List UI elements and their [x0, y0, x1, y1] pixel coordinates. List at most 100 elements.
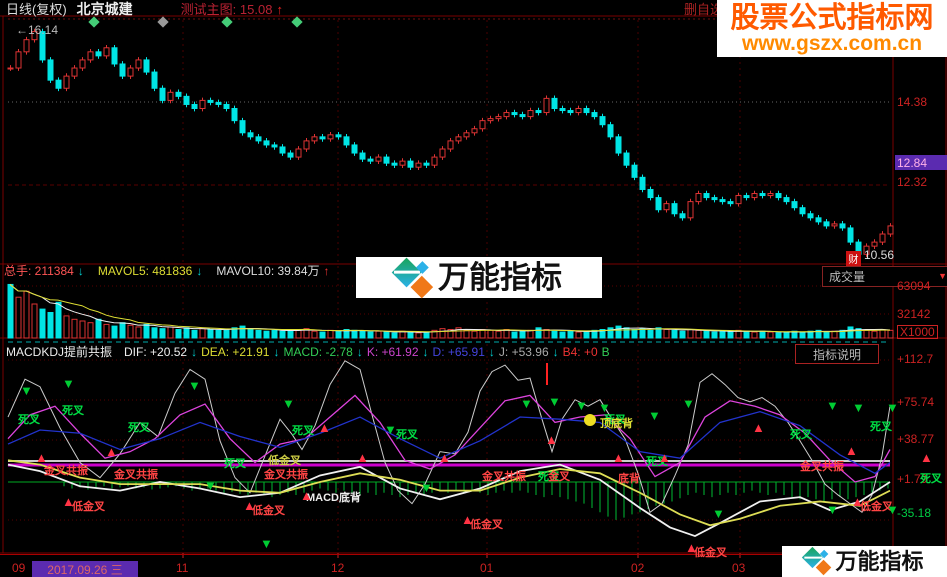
sell-arrow-icon: ▼	[282, 396, 295, 411]
wanneng-logo-icon	[802, 547, 832, 576]
buy-arrow-icon: ▲	[612, 450, 625, 465]
indicator-value-label: MACD: -2.78	[283, 345, 353, 359]
buy-arrow-icon: ▲	[851, 494, 864, 509]
buy-arrow-icon: ▲	[438, 450, 451, 465]
signal-label: 死叉	[62, 405, 84, 417]
period-label: 日线(复权)	[6, 1, 67, 17]
sell-arrow-icon: ▼	[712, 506, 725, 521]
down-arrow-icon: ↓	[552, 345, 559, 359]
signal-label: 死叉	[128, 422, 150, 434]
signal-label: 顶底背	[600, 418, 633, 430]
last-price-annotation: 10.56	[864, 248, 895, 262]
timeline-label: 01	[480, 561, 494, 575]
sell-arrow-icon: ▼	[826, 502, 839, 517]
news-badge[interactable]: 财	[846, 251, 861, 266]
sell-arrow-icon: ▼	[598, 400, 611, 415]
volume-type-label: 成交量	[829, 269, 866, 284]
signal-label: 金叉共振	[482, 471, 526, 483]
indicator-value-label: D: +65.91	[432, 345, 485, 359]
signal-label: 死叉	[292, 425, 314, 437]
signal-label: 金叉共振	[264, 469, 308, 481]
overlay-indicator-label: 测试主图: 15.08	[180, 1, 273, 17]
buy-arrow-icon: ▲	[752, 420, 765, 435]
logo-watermark-center: 万能指标	[356, 257, 602, 298]
sell-arrow-icon: ▼	[548, 394, 561, 409]
sell-arrow-icon: ▼	[62, 376, 75, 391]
signal-label: 底背	[618, 473, 640, 485]
wannneng-logo-icon	[391, 257, 433, 298]
indicator-values: DIF: +20.52 ↓ DEA: +21.91 ↓ MACD: -2.78 ↓ K: +…	[124, 346, 610, 358]
signal-label: 死叉	[646, 456, 668, 468]
axis-label: +112.7	[897, 352, 934, 366]
sell-arrow-icon: ▼	[826, 398, 839, 413]
axis-label: 14.38	[897, 95, 928, 109]
down-arrow-icon: ↓	[356, 345, 363, 359]
signal-label: 死叉	[538, 471, 560, 483]
sell-arrow-icon: ▼	[20, 383, 33, 398]
indicator-value-label: B	[601, 345, 610, 359]
indicator-header: MACDKDJ提前共振 DIF: +20.52 ↓ DEA: +21.91 ↓ MACD…	[6, 346, 610, 358]
indicator-value-label: B4: +0	[562, 345, 598, 359]
mavol10-label: MAVOL10: 39.84万	[216, 264, 320, 278]
axis-label: 63094	[897, 279, 931, 293]
indicator-value-label: J: +53.96	[498, 345, 549, 359]
buy-arrow-icon: ▲	[461, 512, 474, 527]
buy-arrow-icon: ▲	[845, 443, 858, 458]
signal-label: 低金叉	[72, 501, 105, 513]
title-bar: 日线(复权) 北京城建 测试主图: 15.08 ↑	[6, 2, 283, 16]
axis-label: 12.32	[897, 175, 928, 189]
down-arrow-icon: ↓	[196, 264, 203, 278]
logo-watermark-text: 万能指标	[835, 548, 924, 574]
chevron-down-icon: ▼	[938, 271, 947, 281]
indicator-help-button[interactable]: 指标说明	[795, 344, 879, 364]
down-arrow-icon: ↓	[273, 345, 280, 359]
signal-label: 金叉共振	[800, 461, 844, 473]
indicator-name: MACDKDJ提前共振	[6, 345, 113, 359]
current-price-tag: 12.84	[895, 155, 947, 170]
axis-label: X1000	[897, 325, 938, 339]
delete-watchlist-button[interactable]: 删自选	[684, 2, 724, 17]
logo-watermark-corner: 万能指标	[782, 546, 947, 577]
down-arrow-icon: ↓	[422, 345, 429, 359]
signal-label: 死叉	[790, 429, 812, 441]
buy-arrow-icon: ▲	[300, 488, 313, 503]
signal-label: 金叉共振	[44, 465, 88, 477]
site-watermark-url: www.gszx.com.cn	[741, 31, 923, 55]
signal-label: 死叉	[18, 414, 40, 426]
volume-type-dropdown[interactable]: 成交量 ▼	[822, 266, 947, 287]
signal-label: 死叉	[870, 421, 892, 433]
signal-label: 低金叉	[694, 547, 727, 559]
down-arrow-icon: ↓	[488, 345, 495, 359]
sell-arrow-icon: ▼	[420, 480, 433, 495]
axis-label: -35.18	[897, 506, 932, 520]
sell-arrow-icon: ▼	[520, 396, 533, 411]
axis-label: +38.77	[897, 432, 935, 446]
timeline-label: 12	[331, 561, 345, 575]
timeline-cursor-date: 2017.09.26 三	[32, 561, 138, 577]
signal-label: 金叉	[548, 471, 570, 483]
sell-arrow-icon: ▼	[682, 396, 695, 411]
volume-header: 总手: 211384 ↓ MAVOL5: 481836 ↓ MAVOL10: 3…	[4, 265, 330, 277]
buy-arrow-icon: ▲	[105, 444, 118, 459]
buy-arrow-icon: ▲	[318, 420, 331, 435]
sell-arrow-icon: ▼	[260, 536, 273, 551]
up-arrow-icon: ↑	[323, 264, 330, 278]
axis-label: +1.79	[897, 472, 928, 486]
timeline-label: 11	[176, 561, 189, 575]
indicator-value-label: DEA: +21.91	[201, 345, 270, 359]
axis-label: 32142	[897, 307, 931, 321]
site-watermark: 股票公式指标网 www.gszx.com.cn	[717, 0, 947, 57]
signal-label: 死叉	[604, 414, 626, 426]
site-watermark-title: 股票公式指标网	[730, 1, 934, 34]
signal-label: 低金叉	[860, 501, 893, 513]
sell-arrow-icon: ▼	[575, 398, 588, 413]
signal-label: 低金叉	[470, 519, 503, 531]
high-price-annotation: ←16.14	[16, 23, 59, 37]
signal-label: 死叉	[224, 458, 246, 470]
down-arrow-icon: ↓	[77, 264, 84, 278]
sell-arrow-icon: ▼	[188, 378, 201, 393]
buy-arrow-icon: ▲	[35, 450, 48, 465]
signal-label: 金叉共振	[114, 469, 158, 481]
